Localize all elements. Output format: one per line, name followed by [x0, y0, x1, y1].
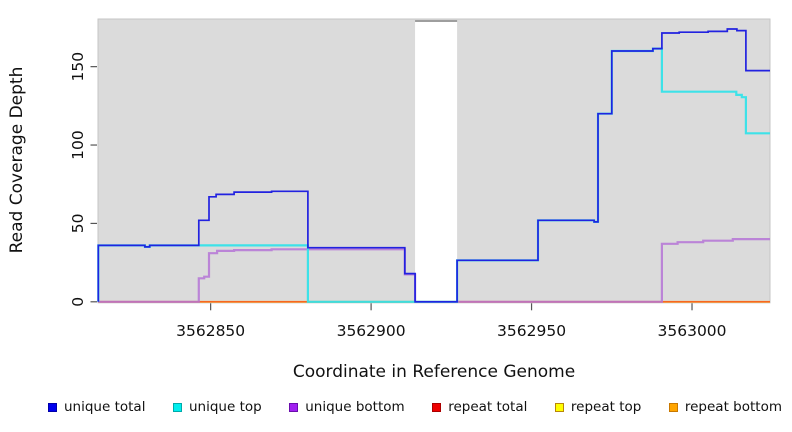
x-tick-label: 3563000: [658, 322, 727, 340]
y-tick-label: 0: [69, 297, 87, 307]
series-unique-bottom: [98, 238, 770, 303]
x-tick-label: 3562850: [176, 322, 245, 340]
legend-item-unique-total: unique total: [48, 399, 145, 415]
legend-label-unique-top: unique top: [189, 399, 262, 415]
coverage-gap-region: [415, 22, 458, 303]
legend-swatch-unique-total: [48, 402, 57, 412]
legend-item-unique-bottom: unique bottom: [289, 399, 405, 415]
y-axis-title: Read Coverage Depth: [7, 66, 27, 254]
legend-label-repeat-top: repeat top: [570, 399, 642, 415]
legend-swatch-repeat-top: [554, 402, 564, 412]
legend-label-unique-bottom: unique bottom: [305, 399, 405, 415]
legend-label-unique-total: unique total: [64, 399, 146, 415]
x-tick-label: 3562950: [497, 322, 566, 340]
legend-item-repeat-total: repeat total: [432, 399, 527, 415]
legend-label-repeat-total: repeat total: [448, 399, 528, 415]
legend-swatch-repeat-bottom: [668, 402, 678, 412]
coverage-gap-top-line: [415, 20, 458, 22]
legend-item-repeat-top: repeat top: [554, 399, 642, 415]
legend-swatch-unique-bottom: [289, 402, 299, 412]
x-axis-title: Coordinate in Reference Genome: [292, 362, 576, 382]
x-tick-label: 3562900: [337, 322, 406, 340]
legend: unique total unique top unique bottom repea…: [0, 399, 792, 415]
legend-item-repeat-bottom: repeat bottom: [668, 399, 782, 415]
y-tick-label: 100: [69, 130, 87, 160]
y-tick-label: 50: [69, 214, 87, 234]
legend-item-unique-top: unique top: [173, 399, 262, 415]
legend-swatch-repeat-total: [432, 402, 442, 412]
legend-swatch-unique-top: [173, 402, 182, 412]
series-unique-total: [97, 28, 770, 303]
plot-canvas: 3562850 3562900 3562950 3563000 0 50 100 150: [69, 18, 771, 340]
y-tick-label: 150: [69, 52, 87, 82]
legend-label-repeat-bottom: repeat bottom: [684, 399, 782, 415]
